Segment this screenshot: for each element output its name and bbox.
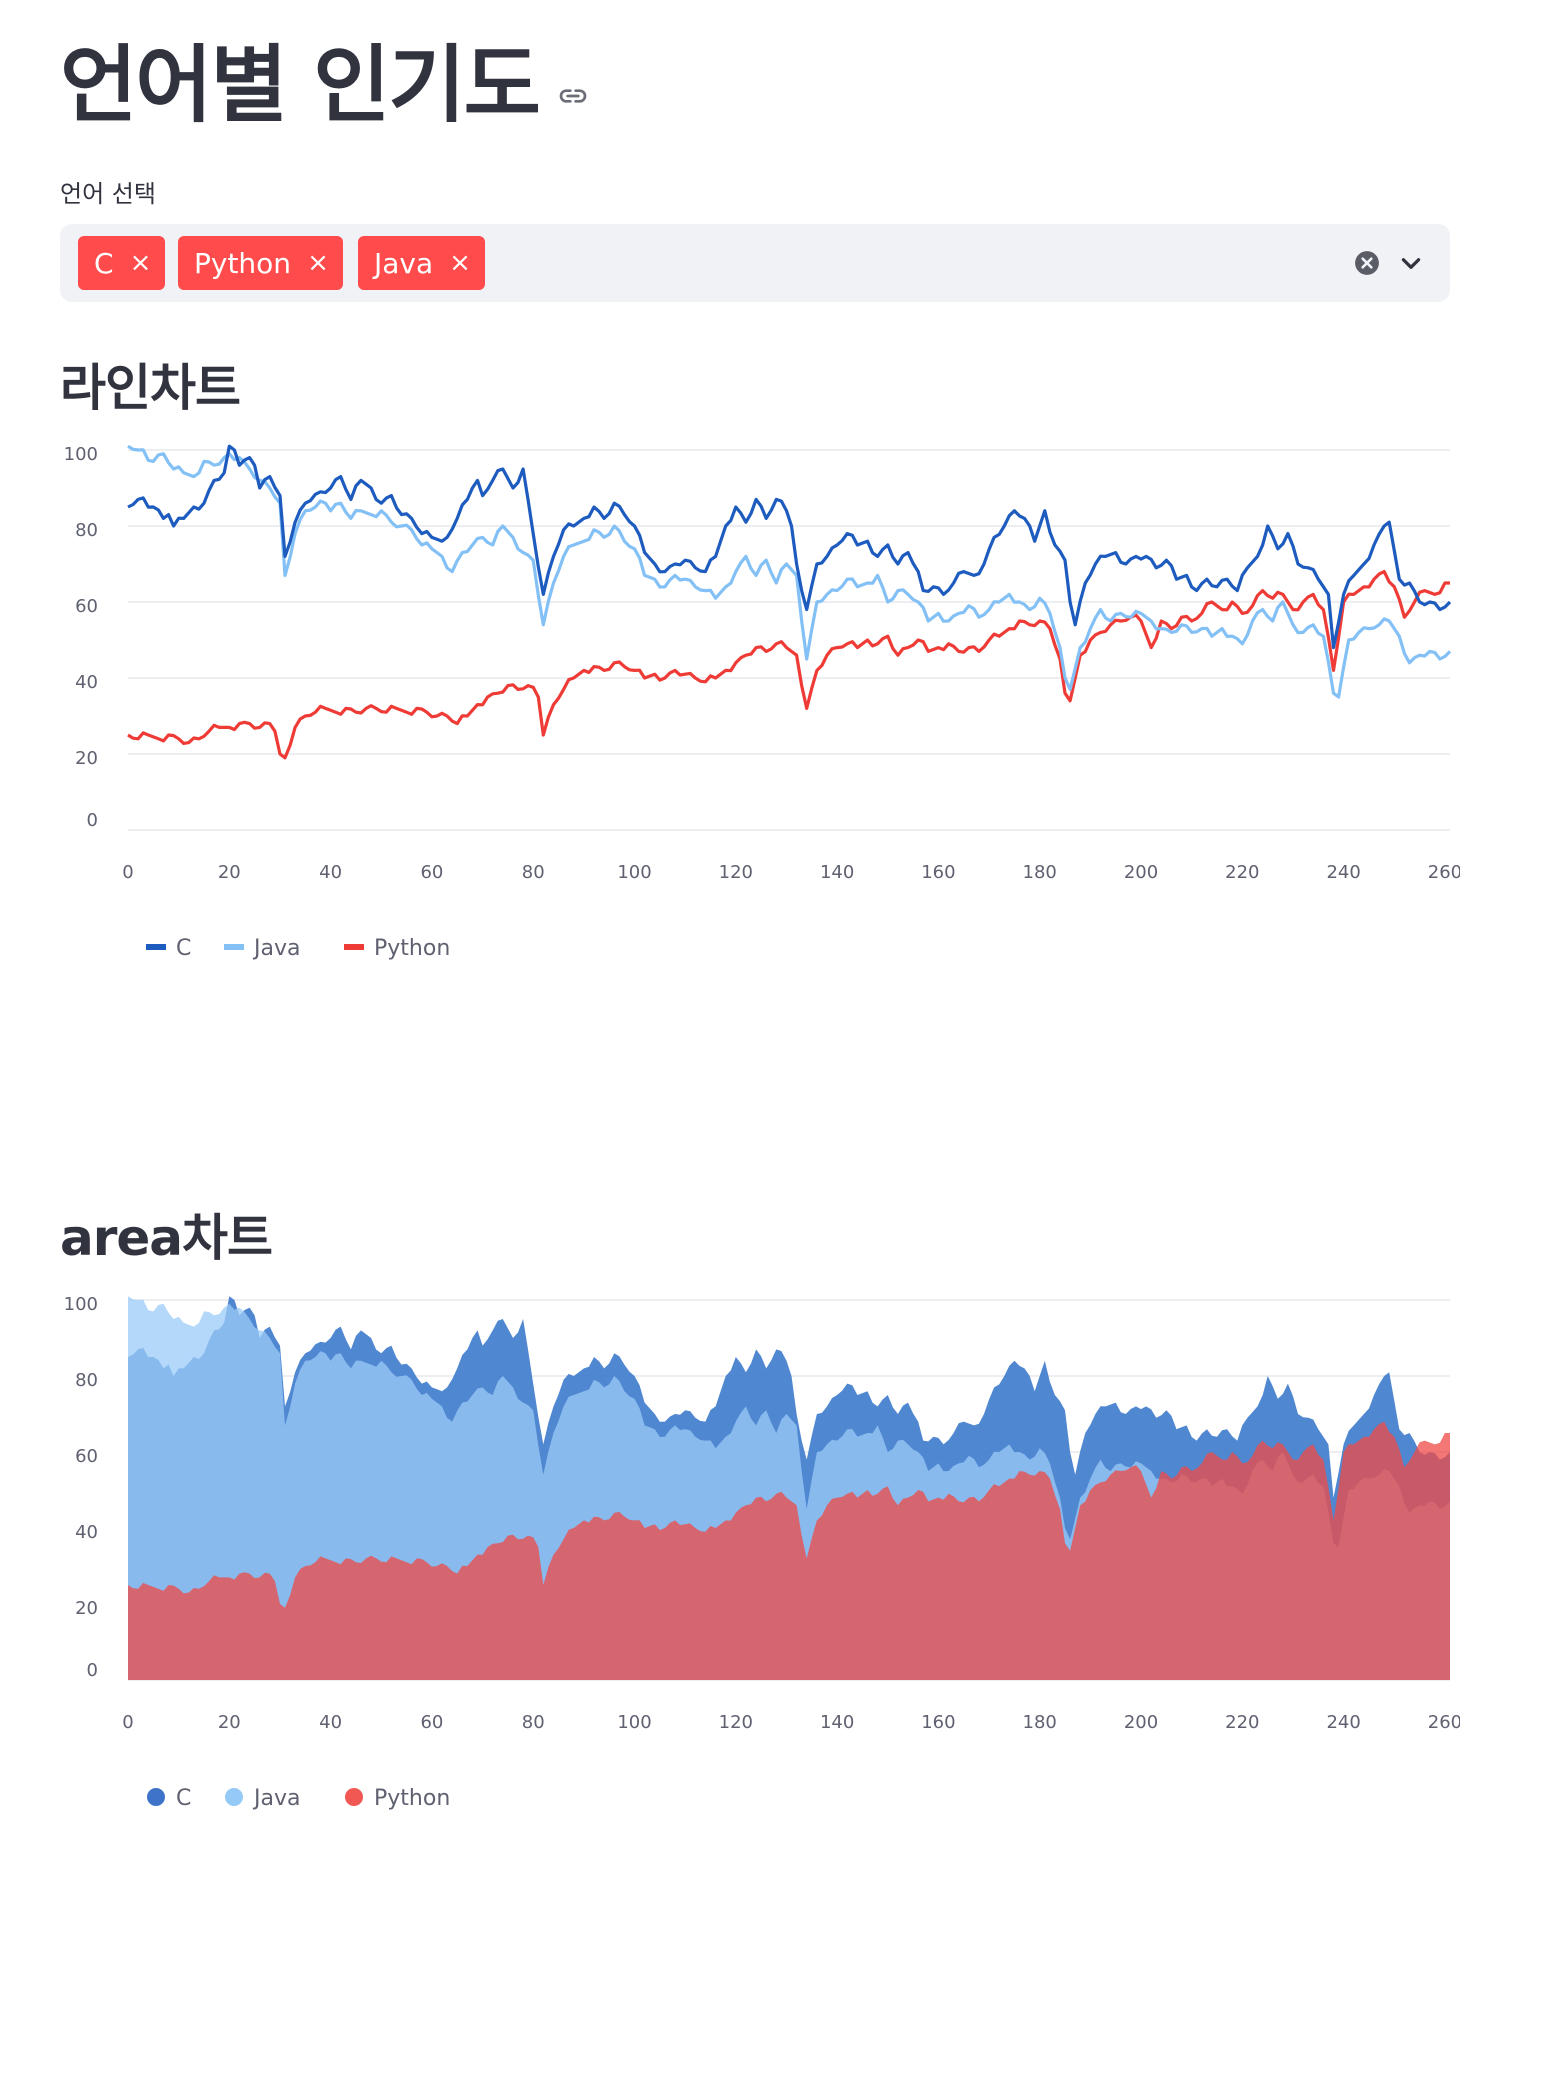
x-tick-label: 20 — [218, 1712, 241, 1733]
y-tick-label: 20 — [75, 1598, 98, 1619]
legend-label: Java — [252, 1786, 300, 1811]
series-line-python — [127, 570, 1450, 760]
clear-all-icon[interactable] — [1354, 250, 1380, 276]
y-tick-label: 80 — [75, 520, 98, 541]
x-tick-label: 220 — [1225, 862, 1259, 883]
legend-label: Python — [374, 936, 450, 961]
x-tick-label: 100 — [617, 862, 651, 883]
chip-remove-icon[interactable]: × — [449, 248, 471, 278]
x-tick-label: 0 — [122, 1712, 133, 1733]
chip-java[interactable]: Java × — [358, 236, 485, 290]
language-multiselect[interactable]: C × Python × Java × — [60, 224, 1450, 302]
x-tick-label: 200 — [1124, 862, 1158, 883]
y-tick-label: 80 — [75, 1370, 98, 1391]
x-tick-label: 240 — [1326, 862, 1360, 883]
x-tick-label: 180 — [1023, 1712, 1057, 1733]
legend-swatch — [344, 944, 364, 950]
y-tick-label: 20 — [75, 748, 98, 769]
x-tick-label: 80 — [522, 862, 545, 883]
legend-label: Java — [252, 936, 300, 961]
chevron-down-icon[interactable] — [1398, 250, 1424, 276]
x-tick-label: 100 — [617, 1712, 651, 1733]
legend-swatch — [147, 1788, 165, 1806]
y-tick-label: 40 — [75, 672, 98, 693]
legend-swatch — [224, 944, 244, 950]
x-tick-label: 40 — [319, 862, 342, 883]
x-tick-label: 0 — [122, 862, 133, 883]
x-tick-label: 220 — [1225, 1712, 1259, 1733]
title-row: 언어별 인기도 — [60, 30, 589, 140]
page-title: 언어별 인기도 — [60, 36, 541, 134]
area-chart: 0 20 40 60 80 100 0 20 40 60 80 100 120 140 160 180 200 2… — [64, 1294, 1460, 1811]
y-tick-label: 40 — [75, 1522, 98, 1543]
legend-swatch — [146, 944, 166, 950]
legend-label: Python — [374, 1786, 450, 1811]
x-tick-label: 60 — [420, 862, 443, 883]
series-line-c — [127, 444, 1452, 650]
x-tick-label: 140 — [820, 1712, 854, 1733]
x-tick-label: 120 — [719, 1712, 753, 1733]
y-tick-label: 60 — [75, 1446, 98, 1467]
chip-remove-icon[interactable]: × — [129, 248, 152, 278]
x-tick-label: 260 — [1428, 1712, 1460, 1733]
area-chart-heading: area차트 — [60, 1209, 273, 1267]
legend-label: C — [176, 1786, 191, 1811]
y-tick-label: 100 — [64, 444, 98, 465]
legend-swatch — [225, 1788, 243, 1806]
x-tick-label: 60 — [420, 1712, 443, 1733]
series-area-python — [128, 1421, 1450, 1680]
y-tick-label: 60 — [75, 596, 98, 617]
x-tick-label: 80 — [522, 1712, 545, 1733]
legend-label: C — [176, 936, 191, 961]
chip-remove-icon[interactable]: × — [307, 248, 329, 278]
x-tick-label: 160 — [921, 862, 955, 883]
x-tick-label: 140 — [820, 862, 854, 883]
x-tick-label: 180 — [1023, 862, 1057, 883]
chip-label: Python — [194, 246, 292, 280]
chip-label: Java — [374, 246, 434, 280]
link-icon[interactable] — [557, 80, 589, 112]
line-chart: 0 20 40 60 80 100 0 20 40 60 80 100 120 140 160 180 200 2… — [64, 444, 1460, 961]
chip-python[interactable]: Python × — [178, 236, 343, 290]
x-tick-label: 240 — [1326, 1712, 1360, 1733]
y-tick-label: 0 — [87, 810, 98, 831]
chip-c[interactable]: C × — [78, 236, 166, 290]
line-chart-heading: 라인차트 — [60, 359, 241, 417]
x-tick-label: 260 — [1428, 862, 1460, 883]
y-tick-label: 0 — [87, 1660, 98, 1681]
chip-label: C — [94, 246, 114, 280]
x-tick-label: 40 — [319, 1712, 342, 1733]
x-tick-label: 20 — [218, 862, 241, 883]
x-tick-label: 160 — [921, 1712, 955, 1733]
legend-swatch — [345, 1788, 363, 1806]
y-tick-label: 100 — [64, 1294, 98, 1315]
language-select-label: 언어 선택 — [60, 180, 156, 208]
series-line-java — [127, 444, 1452, 699]
x-tick-label: 120 — [719, 862, 753, 883]
x-tick-label: 200 — [1124, 1712, 1158, 1733]
